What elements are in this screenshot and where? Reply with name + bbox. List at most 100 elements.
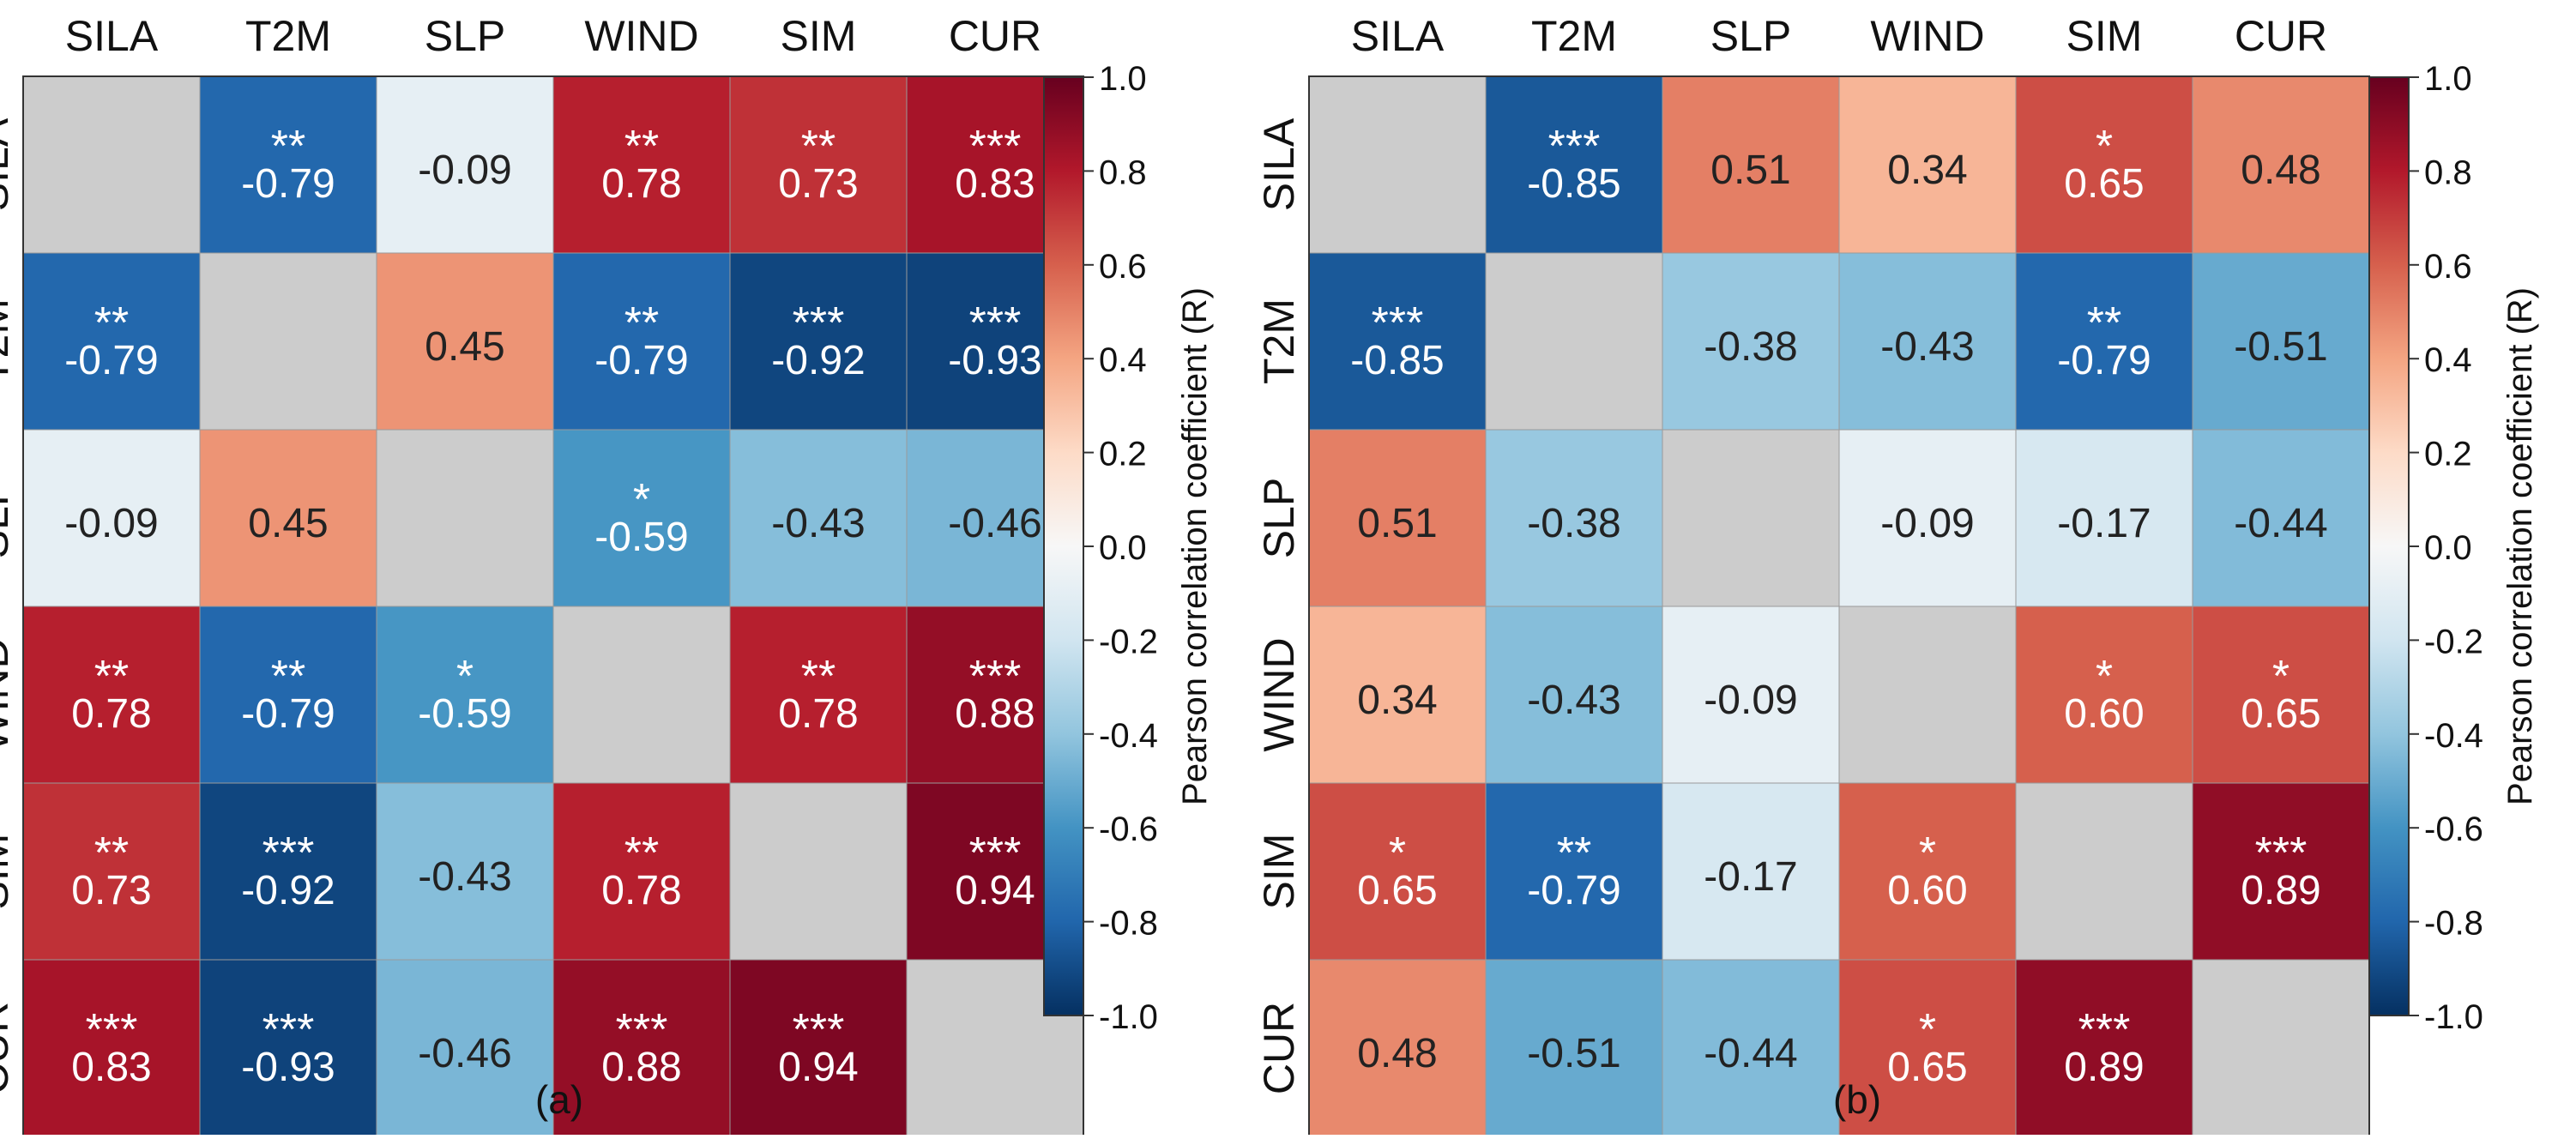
panel-b-colorbar-label: Pearson correlation coefficient (R) [2501,287,2539,805]
panel-b-row-label-slp: SLP [1255,478,1303,559]
panel-b-value-label: 0.65 [2064,161,2144,207]
panel-b-cell-5-3 [1838,959,2017,1137]
panel-b-significance-stars: ** [2087,298,2121,348]
panel-b-cell-0-4 [2015,75,2193,254]
panel-b-significance-stars: * [2096,122,2113,172]
panel-b-significance-stars: ** [1557,829,1591,878]
panel-b-value-label: -0.79 [1527,868,1620,913]
panel-a-cell-3-4 [729,606,908,784]
panel-b-value-label: 0.89 [2064,1045,2144,1090]
panel-b-cell-2-4 [2015,429,2193,607]
panel-b-significance-stars: *** [1372,298,1424,348]
panel-b-cell-4-1 [1485,782,1663,961]
panel-a-cell-2-2 [376,429,554,607]
panel-b-value-label: 0.48 [2241,148,2320,193]
panel-a-value-label: 0.78 [601,161,681,207]
panel-b-cell-2-0 [1308,429,1487,607]
panel-b-value-label: -0.09 [1704,678,1797,723]
panel-a-value-label: -0.79 [64,338,158,383]
panel-b-cell-3-1 [1485,606,1663,784]
panel-a-significance-stars: ** [624,122,659,172]
panel-a-colorbar-tick-label: 1.0 [1099,60,1147,98]
panel-a-cell-2-1 [199,429,377,607]
panel-b-significance-stars: *** [2255,829,2308,878]
panel-a-significance-stars: *** [969,652,1022,702]
panel-b-cell-0-0 [1308,75,1487,254]
panel-a-value-label: 0.88 [955,691,1035,737]
panel-b-colorbar-tick-label: -0.2 [2424,623,2483,660]
panel-a-colorbar-tick-label: 0.0 [1099,529,1147,567]
panel-a-col-label-wind: WIND [584,12,698,60]
panel-a-value-label: -0.46 [418,1031,511,1076]
panel-b-value-label: 0.65 [1357,868,1437,913]
panel-a-value-label: 0.73 [778,161,858,207]
panel-b-value-label: -0.17 [2057,501,2151,546]
panel-b-cell-2-5 [2192,429,2370,607]
panel-a-value-label: -0.79 [241,691,335,737]
panel-a-cell-5-1 [199,959,377,1137]
panel-a-value-label: -0.92 [771,338,865,383]
panel-b-cell-5-0 [1308,959,1487,1137]
panel-a-significance-stars: ** [94,652,129,702]
panel-a-colorbar [1043,76,1084,1016]
panel-b-cell-2-1 [1485,429,1663,607]
panel-b-colorbar-tick-label: 0.6 [2424,248,2472,286]
panel-a-cell-3-3 [552,606,731,784]
panel-a-colorbar-tick-label: -1.0 [1099,998,1158,1036]
panel-a-cell-5-4 [729,959,908,1137]
panel-a-value-label: -0.93 [241,1045,335,1090]
panel-a-cell-1-1 [199,252,377,431]
panel-b-row-label-cur: CUR [1255,1002,1303,1094]
panel-b-value-label: 0.65 [2241,691,2320,737]
panel-a-significance-stars: *** [969,122,1022,172]
panel-a-value-label: -0.09 [418,148,511,193]
panel-a-cell-0-1 [199,75,377,254]
panel-b-significance-stars: * [2096,652,2113,702]
panel-a-value-label: 0.83 [955,161,1035,207]
panel-a-row-label-wind: WIND [0,637,17,751]
panel-b-value-label: -0.51 [2234,324,2327,370]
panel-b: -0.85*** 0.51 0.34 0.65* 0.48-0.85*** -0.38 -0… [1255,12,2539,1137]
panel-b-col-label-sila: SILA [1351,12,1445,60]
panel-a-cell-2-0 [22,429,201,607]
panel-b-colorbar-tick-label: 0.4 [2424,341,2472,379]
panel-b-colorbar-tick-label: 0.8 [2424,154,2472,191]
panel-b-cell-0-5 [2192,75,2370,254]
panel-b-value-label: -0.79 [2057,338,2151,383]
panel-b-significance-stars: * [1919,829,1936,878]
panel-a-colorbar-tick-label: -0.8 [1099,905,1158,943]
panel-a-value-label: -0.43 [418,854,511,900]
panel-a-cell-2-3 [552,429,731,607]
panel-a-significance-stars: ** [94,298,129,348]
panel-a-significance-stars: *** [86,1005,138,1055]
panel-a-value-label: 0.83 [71,1045,151,1090]
panel-a-cell-3-0 [22,606,201,784]
panel-a-row-label-slp: SLP [0,478,17,559]
panel-b-col-label-slp: SLP [1710,12,1792,60]
panel-a-cell-1-4 [729,252,908,431]
panel-b-cell-3-2 [1662,606,1840,784]
panel-a-value-label: -0.09 [64,501,158,546]
panel-a-value-label: -0.59 [418,691,511,737]
panel-a-cell-5-3 [552,959,731,1137]
panel-a-value-label: 0.73 [71,868,151,913]
panel-b-value-label: 0.51 [1710,148,1790,193]
panel-a-value-label: -0.59 [594,515,688,560]
panel-b-cell-4-3 [1838,782,2017,961]
panel-a-row-label-cur: CUR [0,1002,17,1094]
panel-b-value-label: -0.17 [1704,854,1797,900]
panel-a-row-label-t2m: T2M [0,298,17,384]
panel-a-value-label: 0.78 [601,868,681,913]
panel-b-row-label-t2m: T2M [1255,298,1303,384]
panel-b-cell-0-2 [1662,75,1840,254]
panel-a-colorbar-tick-label: 0.6 [1099,248,1147,286]
panel-b-cell-1-3 [1838,252,2017,431]
panel-a-colorbar-tick-label: 0.8 [1099,154,1147,191]
panel-a-colorbar-tick-label: -0.4 [1099,717,1158,755]
panel-b-cell-2-2 [1662,429,1840,607]
panel-b-cell-1-1 [1485,252,1663,431]
panel-a-colorbar-tick-label: 0.2 [1099,436,1147,473]
panel-b-value-label: 0.34 [1357,678,1437,723]
panel-b-cell-4-4 [2015,782,2193,961]
